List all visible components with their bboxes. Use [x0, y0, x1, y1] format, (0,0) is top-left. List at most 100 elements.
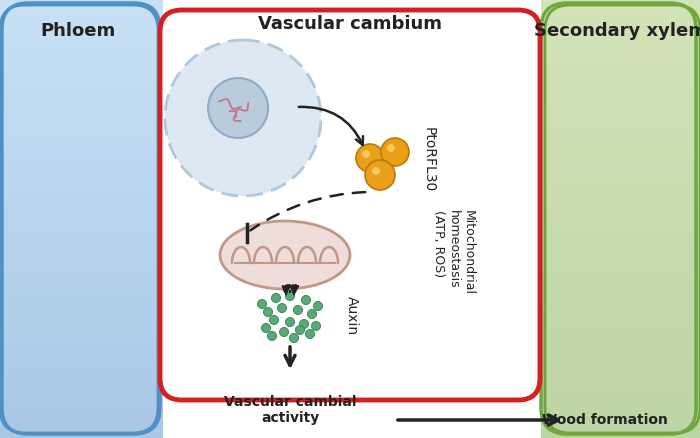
Bar — [0, 219, 163, 230]
Bar — [545, 263, 700, 274]
Circle shape — [286, 318, 295, 326]
Bar — [0, 383, 163, 390]
Bar — [0, 427, 163, 434]
Bar — [541, 334, 700, 340]
Bar — [541, 427, 700, 434]
Bar — [541, 197, 700, 204]
Bar — [0, 268, 163, 275]
Circle shape — [208, 78, 268, 138]
Bar — [0, 22, 163, 28]
Bar — [541, 17, 700, 23]
Bar — [0, 307, 163, 313]
Bar — [541, 279, 700, 286]
Bar — [0, 49, 163, 56]
Bar — [541, 378, 700, 384]
Bar — [0, 361, 163, 372]
Bar — [541, 66, 700, 72]
Circle shape — [165, 40, 321, 196]
Bar — [545, 44, 700, 55]
Bar — [0, 323, 163, 329]
Text: PtoRFL30: PtoRFL30 — [422, 127, 436, 193]
Bar — [0, 99, 163, 110]
Bar — [0, 339, 163, 346]
Bar — [541, 312, 700, 318]
Bar — [541, 33, 700, 39]
Circle shape — [312, 321, 321, 331]
Bar — [541, 153, 700, 160]
Circle shape — [295, 325, 304, 335]
Bar — [541, 432, 700, 438]
Bar — [0, 241, 163, 252]
Bar — [0, 6, 163, 12]
Bar — [0, 214, 163, 220]
Bar — [0, 131, 163, 138]
Bar — [541, 131, 700, 138]
Bar — [541, 164, 700, 171]
Bar — [0, 219, 163, 226]
Bar — [545, 77, 700, 88]
Bar — [0, 153, 163, 164]
Circle shape — [267, 332, 276, 340]
Bar — [0, 345, 163, 351]
Circle shape — [290, 333, 298, 343]
Text: Secondary xylem: Secondary xylem — [533, 22, 700, 40]
Bar — [0, 175, 163, 182]
Text: Phloem: Phloem — [41, 22, 116, 40]
Bar — [0, 252, 163, 263]
Bar — [541, 236, 700, 242]
Bar — [0, 372, 163, 383]
Bar — [0, 175, 163, 186]
Bar — [0, 274, 163, 285]
Bar — [0, 82, 163, 88]
Bar — [0, 307, 163, 318]
Bar — [541, 296, 700, 302]
Bar — [545, 66, 700, 77]
Bar — [545, 350, 700, 361]
Bar — [0, 394, 163, 401]
Bar — [0, 263, 163, 269]
Bar — [0, 350, 163, 361]
Bar — [0, 405, 163, 412]
Circle shape — [362, 150, 370, 158]
Bar — [541, 224, 700, 231]
Bar — [0, 137, 163, 143]
Bar — [545, 186, 700, 197]
Bar — [0, 197, 163, 204]
Bar — [0, 246, 163, 253]
Bar — [0, 33, 163, 39]
Bar — [541, 383, 700, 390]
Bar — [541, 405, 700, 412]
Bar — [545, 416, 700, 427]
Circle shape — [365, 160, 395, 190]
Bar — [0, 405, 163, 416]
Bar — [0, 328, 163, 335]
Bar — [0, 252, 163, 258]
Bar — [541, 367, 700, 373]
Bar — [541, 246, 700, 253]
Bar — [545, 219, 700, 230]
Bar — [0, 202, 163, 209]
Bar — [545, 230, 700, 241]
Bar — [0, 0, 163, 11]
Bar — [0, 44, 163, 55]
Bar — [0, 115, 163, 121]
Bar — [541, 328, 700, 335]
Bar — [0, 197, 163, 208]
Bar — [0, 66, 163, 72]
Bar — [541, 60, 700, 67]
Bar — [0, 88, 163, 94]
Text: Wood formation: Wood formation — [542, 413, 668, 427]
Bar — [0, 334, 163, 340]
Bar — [541, 11, 700, 18]
Bar — [0, 296, 163, 302]
Bar — [541, 290, 700, 297]
Bar — [541, 318, 700, 324]
Bar — [0, 312, 163, 318]
Bar — [545, 372, 700, 383]
Bar — [541, 394, 700, 401]
Bar — [0, 142, 163, 149]
Bar — [0, 236, 163, 242]
Bar — [541, 39, 700, 45]
Bar — [0, 181, 163, 187]
Bar — [0, 378, 163, 384]
